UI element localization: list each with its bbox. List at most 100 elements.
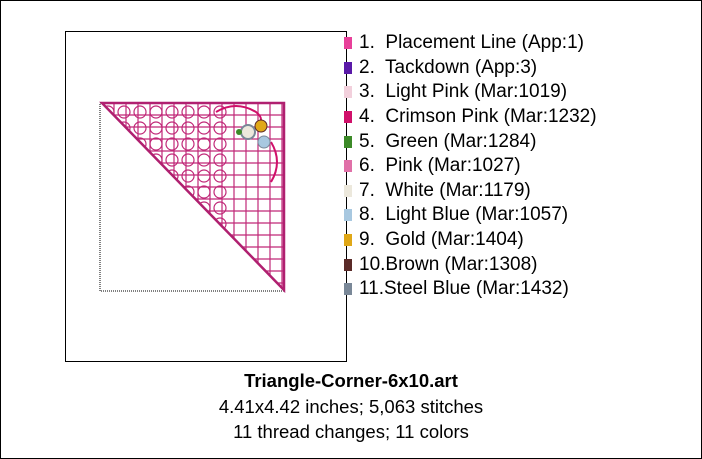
stitch bbox=[165, 217, 179, 231]
color-label: 8. Light Blue (Mar:1057) bbox=[359, 204, 569, 226]
color-label: 10.Brown (Mar:1308) bbox=[359, 253, 538, 275]
color-label: 1. Placement Line (App:1) bbox=[359, 32, 584, 54]
stitch bbox=[133, 185, 147, 199]
stitch bbox=[181, 137, 195, 151]
stitch bbox=[165, 185, 179, 199]
stitch bbox=[149, 201, 163, 215]
color-row: 1. Placement Line (App:1) bbox=[344, 31, 597, 56]
stitch bbox=[213, 121, 227, 135]
stitch bbox=[181, 153, 195, 167]
stitch bbox=[149, 137, 163, 151]
stitch bbox=[133, 137, 147, 151]
stitch bbox=[102, 121, 115, 135]
stitch bbox=[197, 233, 211, 247]
stitch bbox=[102, 169, 115, 183]
color-row: 4. Crimson Pink (Mar:1232) bbox=[344, 105, 597, 130]
stitch bbox=[181, 201, 195, 215]
stitch bbox=[117, 201, 131, 215]
stitch bbox=[117, 185, 131, 199]
stitch bbox=[181, 233, 195, 247]
color-row: 3. Light Pink (Mar:1019) bbox=[344, 80, 597, 105]
stitch bbox=[197, 137, 211, 151]
color-swatch bbox=[344, 258, 352, 271]
color-swatch bbox=[344, 86, 352, 99]
color-swatch bbox=[344, 61, 352, 74]
color-label: 11.Steel Blue (Mar:1432) bbox=[359, 278, 569, 300]
stitch bbox=[165, 153, 179, 167]
stitch bbox=[165, 233, 179, 247]
color-swatch bbox=[344, 135, 352, 148]
stitch bbox=[133, 169, 147, 183]
color-label: 7. White (Mar:1179) bbox=[359, 179, 531, 201]
color-label: 6. Pink (Mar:1027) bbox=[359, 155, 521, 177]
stitch bbox=[149, 217, 163, 231]
footer: Triangle-Corner-6x10.art 4.41x4.42 inche… bbox=[1, 368, 701, 445]
change-info: 11 thread changes; 11 colors bbox=[233, 421, 469, 442]
stitch bbox=[149, 105, 163, 119]
stitch bbox=[213, 233, 227, 247]
color-swatch bbox=[344, 234, 352, 247]
stitch bbox=[117, 105, 131, 119]
color-label: 2. Tackdown (App:3) bbox=[359, 56, 538, 78]
color-list: 1. Placement Line (App:1) 2. Tackdown (Ap… bbox=[344, 31, 597, 302]
stitch bbox=[149, 233, 163, 247]
stitch bbox=[213, 185, 227, 199]
corner-motif bbox=[215, 105, 278, 183]
stitch bbox=[102, 153, 115, 167]
stitch bbox=[165, 201, 179, 215]
stitch bbox=[133, 105, 147, 119]
color-label: 4. Crimson Pink (Mar:1232) bbox=[359, 106, 597, 128]
stitch bbox=[117, 121, 131, 135]
stitch bbox=[133, 217, 147, 231]
color-label: 5. Green (Mar:1284) bbox=[359, 130, 537, 152]
stitch bbox=[102, 185, 115, 199]
stitch bbox=[197, 217, 211, 231]
color-swatch bbox=[344, 37, 352, 50]
stitch bbox=[181, 169, 195, 183]
stitch bbox=[117, 137, 131, 151]
size-info: 4.41x4.42 inches; 5,063 stitches bbox=[218, 395, 484, 417]
color-label: 9. Gold (Mar:1404) bbox=[359, 229, 524, 251]
stitch bbox=[102, 137, 115, 151]
color-row: 10.Brown (Mar:1308) bbox=[344, 252, 597, 277]
stitch bbox=[213, 153, 227, 167]
color-row: 8. Light Blue (Mar:1057) bbox=[344, 203, 597, 228]
stitch bbox=[213, 137, 227, 151]
stitch bbox=[149, 185, 163, 199]
stitch bbox=[197, 185, 211, 199]
stitch bbox=[181, 121, 195, 135]
stitch bbox=[197, 121, 211, 135]
color-row: 11.Steel Blue (Mar:1432) bbox=[344, 277, 597, 302]
stitch bbox=[181, 105, 195, 119]
stitch bbox=[165, 121, 179, 135]
stitch bbox=[117, 217, 131, 231]
color-row: 6. Pink (Mar:1027) bbox=[344, 154, 597, 179]
design-preview bbox=[65, 31, 347, 362]
stitch bbox=[102, 217, 115, 231]
stitch bbox=[133, 153, 147, 167]
stitch bbox=[117, 169, 131, 183]
stitch bbox=[181, 217, 195, 231]
stitch bbox=[133, 121, 147, 135]
stitch bbox=[102, 233, 115, 247]
stitch bbox=[149, 169, 163, 183]
stitch bbox=[213, 169, 227, 183]
color-row: 5. Green (Mar:1284) bbox=[344, 129, 597, 154]
stitch bbox=[102, 201, 115, 215]
color-swatch bbox=[344, 209, 352, 222]
stitch bbox=[117, 233, 131, 247]
stitch bbox=[165, 137, 179, 151]
stitch bbox=[149, 121, 163, 135]
stitch bbox=[213, 201, 227, 215]
color-swatch bbox=[344, 184, 352, 197]
color-label: 3. Light Pink (Mar:1019) bbox=[359, 81, 568, 103]
stitch bbox=[197, 105, 211, 119]
color-row: 2. Tackdown (App:3) bbox=[344, 56, 597, 81]
stitch bbox=[165, 105, 179, 119]
stitch bbox=[133, 233, 147, 247]
color-swatch bbox=[344, 111, 352, 124]
color-row: 7. White (Mar:1179) bbox=[344, 179, 597, 204]
file-name: Triangle-Corner-6x10.art bbox=[244, 370, 458, 391]
color-row: 9. Gold (Mar:1404) bbox=[344, 228, 597, 253]
